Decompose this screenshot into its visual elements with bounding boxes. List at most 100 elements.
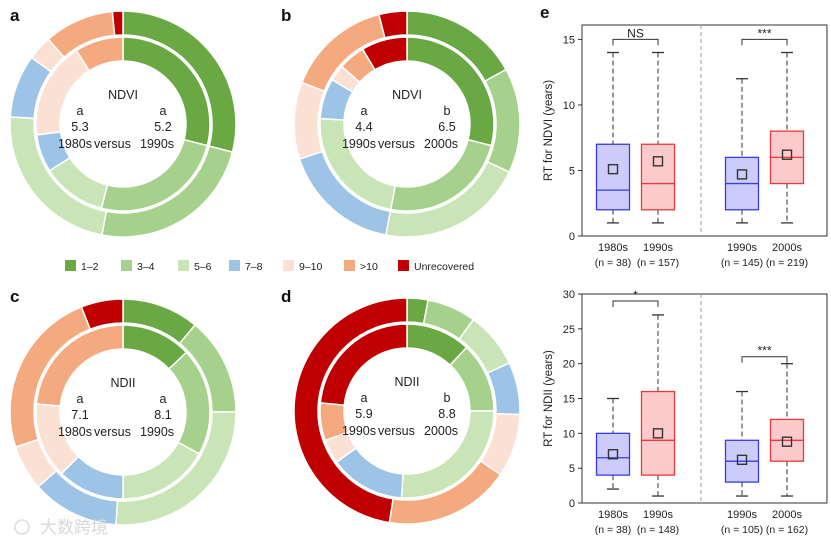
right-decade: 2000s bbox=[424, 137, 458, 151]
bracket-line bbox=[741, 356, 788, 363]
right-mean-value: 5.2 bbox=[154, 120, 171, 134]
left-mean-value: 5.9 bbox=[355, 407, 372, 421]
donut-panel-c: c NDII a a 7.1 8.1 1980s versus 1990s bbox=[9, 287, 237, 526]
y-tick-label: 0 bbox=[569, 231, 575, 243]
legend-item-unrecovered: Unrecovered bbox=[398, 260, 474, 273]
panel-label: c bbox=[10, 287, 19, 306]
left-mean-value: 5.3 bbox=[71, 120, 88, 134]
y-tick-label: 0 bbox=[569, 498, 575, 510]
right-mean-value: 8.8 bbox=[438, 407, 455, 421]
legend-swatch bbox=[398, 260, 409, 271]
inner-ring-slice-gt10 bbox=[35, 324, 124, 407]
significance-bracket: NS bbox=[612, 26, 659, 46]
y-tick-label: 10 bbox=[563, 428, 575, 440]
box-2000s-3: 2000s (n = 162) bbox=[766, 363, 808, 536]
box-1990s-2: 1990s (n = 145) bbox=[721, 78, 763, 269]
right-mean-value: 6.5 bbox=[438, 120, 455, 134]
box-1980s-0: 1980s (n = 38) bbox=[595, 397, 631, 536]
box-1990s-1: 1990s (n = 157) bbox=[637, 51, 679, 269]
legend-swatch bbox=[229, 260, 240, 271]
legend-swatch bbox=[178, 260, 189, 271]
legend-label: 5–6 bbox=[194, 261, 212, 273]
x-category-label: 2000s bbox=[772, 509, 802, 521]
legend-item-3-4: 3–4 bbox=[121, 260, 155, 273]
box-1990s-1: 1990s (n = 148) bbox=[637, 314, 679, 536]
watermark-logo-icon bbox=[14, 519, 30, 535]
legend-label: 3–4 bbox=[137, 261, 155, 273]
donut-index-label: NDVI bbox=[392, 88, 422, 102]
y-tick-label: 30 bbox=[563, 289, 575, 301]
right-group-letter: a bbox=[160, 392, 167, 406]
left-decade: 1990s bbox=[342, 424, 376, 438]
inner-ring-slice-unrecovered bbox=[319, 323, 408, 406]
x-category-label: 1980s bbox=[598, 242, 628, 254]
sample-size-label: (n = 38) bbox=[595, 524, 631, 536]
y-tick-label: 5 bbox=[569, 165, 575, 177]
mean-marker bbox=[736, 169, 748, 180]
legend-label: >10 bbox=[360, 261, 378, 273]
panel-label: e bbox=[540, 3, 549, 22]
legend-label: 9–10 bbox=[299, 261, 323, 273]
right-group-letter: a bbox=[160, 104, 167, 118]
versus-label: versus bbox=[94, 137, 131, 151]
outer-ring-slice-unrecovered bbox=[111, 10, 124, 37]
left-mean-value: 4.4 bbox=[355, 120, 372, 134]
significance-bracket: *** bbox=[741, 344, 788, 363]
sample-size-label: (n = 145) bbox=[721, 257, 763, 269]
right-decade: 1990s bbox=[140, 425, 174, 439]
mean-marker bbox=[607, 163, 619, 175]
mean-marker bbox=[607, 449, 619, 460]
legend-label: 7–8 bbox=[245, 261, 263, 273]
mean-marker bbox=[781, 149, 793, 160]
box-1980s-0: 1980s (n = 38) bbox=[595, 51, 631, 269]
y-tick-label: 5 bbox=[569, 463, 575, 475]
legend-label: 1–2 bbox=[81, 261, 99, 273]
y-axis-label: RT for NDVI (years) bbox=[543, 80, 555, 181]
donut-panel-b: b NDVI a b 4.4 6.5 1990s versus 2000s bbox=[281, 6, 521, 238]
left-group-letter: a bbox=[361, 104, 368, 118]
mean-marker bbox=[781, 436, 793, 447]
sample-size-label: (n = 148) bbox=[637, 524, 679, 536]
legend-label: Unrecovered bbox=[414, 261, 474, 273]
left-mean-value: 7.1 bbox=[71, 408, 88, 422]
watermark-text: 大数跨境 bbox=[40, 518, 108, 537]
significance-bracket: *** bbox=[741, 26, 788, 46]
inner-ring-slice-unrecovered bbox=[361, 36, 408, 71]
sample-size-label: (n = 219) bbox=[766, 257, 808, 269]
iqr-box bbox=[640, 390, 676, 476]
x-category-label: 2000s bbox=[772, 242, 802, 254]
legend-item-9-10: 9–10 bbox=[283, 260, 323, 273]
right-decade: 1990s bbox=[140, 137, 174, 151]
left-decade: 1990s bbox=[342, 137, 376, 151]
bracket-line bbox=[612, 300, 659, 307]
sample-size-label: (n = 162) bbox=[766, 524, 808, 536]
x-category-label: 1990s bbox=[727, 242, 757, 254]
donut-index-label: NDII bbox=[111, 376, 136, 390]
mean-marker bbox=[652, 428, 664, 439]
y-tick-label: 15 bbox=[563, 394, 575, 406]
right-mean-value: 8.1 bbox=[154, 408, 171, 422]
outer-ring-slice-unrecovered bbox=[377, 10, 408, 39]
mean-marker bbox=[736, 454, 748, 466]
legend-swatch bbox=[121, 260, 132, 271]
box-2000s-3: 2000s (n = 219) bbox=[766, 51, 808, 269]
legend-item-7-8: 7–8 bbox=[229, 260, 263, 273]
y-tick-label: 20 bbox=[563, 359, 575, 371]
iqr-box bbox=[595, 432, 631, 476]
significance-label: NS bbox=[627, 26, 644, 40]
right-decade: 2000s bbox=[424, 424, 458, 438]
bracket-line bbox=[612, 38, 659, 46]
x-category-label: 1980s bbox=[598, 509, 628, 521]
legend: 1–2 3–4 5–6 7–8 9–10 >10 Unrecovered bbox=[65, 260, 474, 273]
significance-label: *** bbox=[757, 26, 771, 40]
donut-panel-a: a NDVI a a 5.3 5.2 1980s versus 1990s bbox=[9, 6, 237, 238]
y-tick-label: 25 bbox=[563, 324, 575, 336]
donut-index-label: NDII bbox=[395, 375, 420, 389]
sample-size-label: (n = 157) bbox=[637, 257, 679, 269]
left-decade: 1980s bbox=[58, 137, 92, 151]
legend-swatch bbox=[65, 260, 76, 271]
y-axis-label: RT for NDII (years) bbox=[543, 350, 555, 447]
